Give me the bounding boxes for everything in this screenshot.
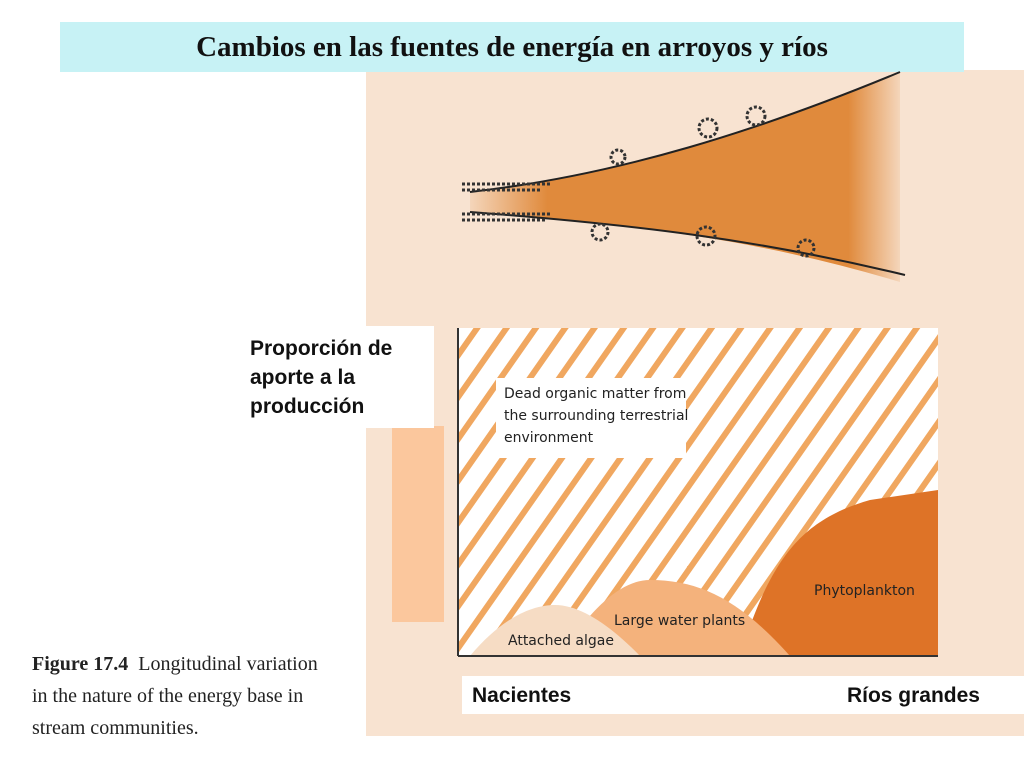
phytoplankton-area [740,490,938,656]
attached-algae-label: Attached algae [508,633,614,649]
river-bank-lower [469,211,906,276]
phytoplankton-label: Phytoplankton [814,583,915,599]
x-label-large-rivers: Ríos grandes [846,684,980,707]
attached-algae-area [470,605,640,656]
y-axis-label-line-3: producción [250,395,365,418]
river-channel [470,72,900,282]
caption-text: Longitudinal variation in the nature of … [32,653,318,739]
title-bar: Cambios en las fuentes de energía en arr… [60,22,964,72]
river-bank-upper [469,71,901,193]
figure-caption: Figure 17.4 Longitudinal variation in the… [32,648,332,744]
y-axis-label-line-1: Proporción de [250,337,393,360]
large-water-plants-label: Large water plants [614,613,745,629]
dead-organic-label-bg [496,378,686,458]
figure-number: Figure 17.4 [32,653,129,675]
x-axis-labels: Nacientes Ríos grandes [462,676,1024,714]
axis-label-bar [392,426,444,622]
riparian-vegetation [462,105,816,258]
slide-title: Cambios en las fuentes de energía en arr… [196,30,828,63]
y-axis-label: Proporción de aporte a la producción [244,326,434,428]
x-label-headwaters: Nacientes [472,684,572,707]
production-chart: Dead organic matter from the surrounding… [457,328,938,657]
y-axis-label-line-2: aporte a la [250,366,356,389]
dead-organic-label: Dead organic matter from the surrounding… [504,386,693,446]
